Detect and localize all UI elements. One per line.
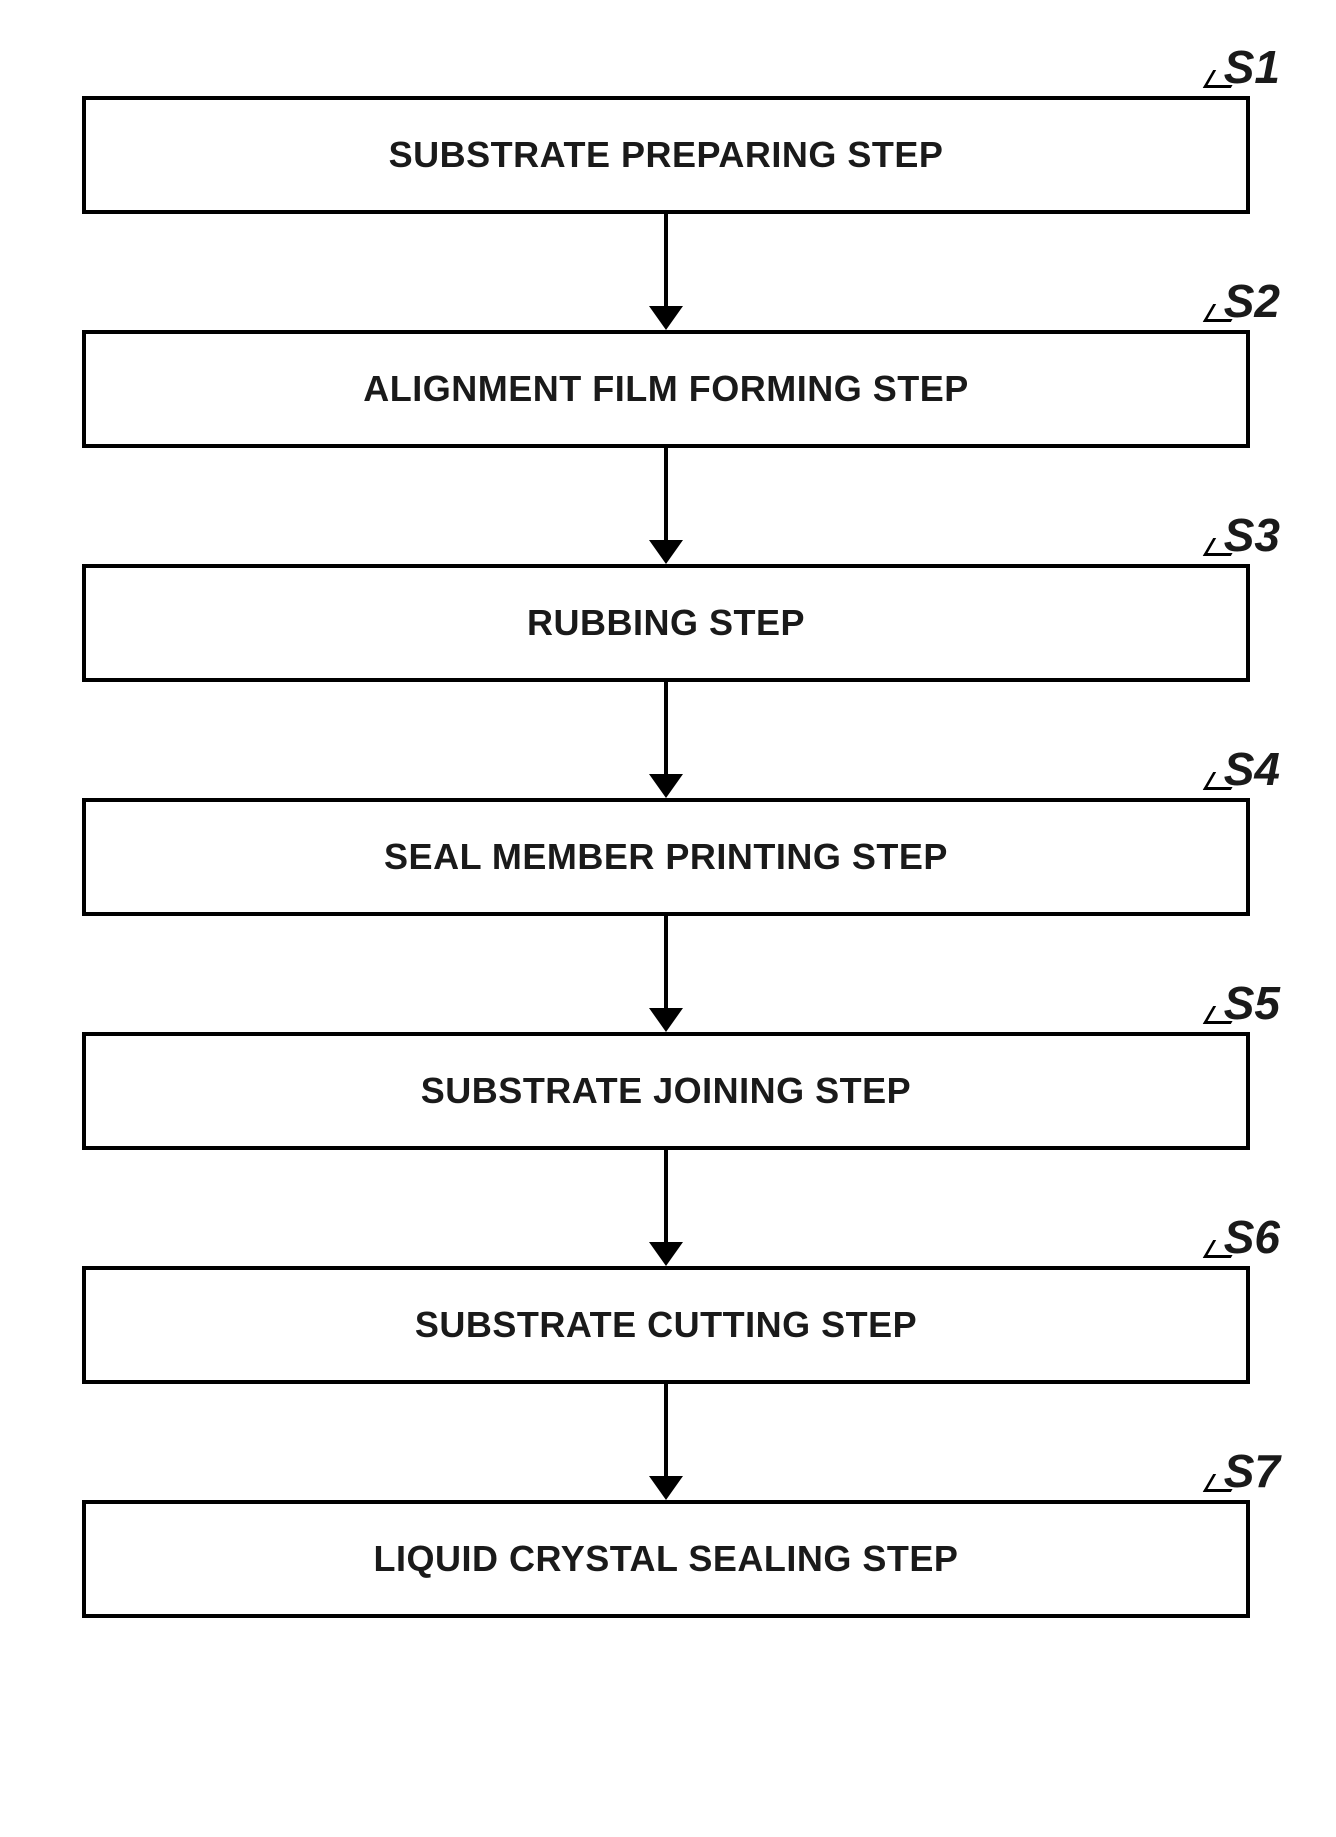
step-text-s3: RUBBING STEP: [527, 602, 805, 644]
arrow-s3-s4: [649, 682, 683, 798]
flowchart-canvas: S1 SUBSTRATE PREPARING STEP S2 ALIGNMENT…: [0, 0, 1336, 1837]
step-box-s3: RUBBING STEP: [82, 564, 1250, 682]
arrow-s6-s7: [649, 1384, 683, 1500]
step-label-s6: S6: [1224, 1210, 1280, 1264]
step-text-s6: SUBSTRATE CUTTING STEP: [415, 1304, 917, 1346]
step-label-s1: S1: [1224, 40, 1280, 94]
step-box-s2: ALIGNMENT FILM FORMING STEP: [82, 330, 1250, 448]
step-text-s1: SUBSTRATE PREPARING STEP: [389, 134, 944, 176]
step-label-s4: S4: [1224, 742, 1280, 796]
step-text-s7: LIQUID CRYSTAL SEALING STEP: [374, 1538, 959, 1580]
step-box-s4: SEAL MEMBER PRINTING STEP: [82, 798, 1250, 916]
step-box-s5: SUBSTRATE JOINING STEP: [82, 1032, 1250, 1150]
step-text-s4: SEAL MEMBER PRINTING STEP: [384, 836, 948, 878]
step-box-s1: SUBSTRATE PREPARING STEP: [82, 96, 1250, 214]
arrow-s5-s6: [649, 1150, 683, 1266]
arrow-s4-s5: [649, 916, 683, 1032]
step-box-s7: LIQUID CRYSTAL SEALING STEP: [82, 1500, 1250, 1618]
arrow-s1-s2: [649, 214, 683, 330]
step-label-s3: S3: [1224, 508, 1280, 562]
step-label-s5: S5: [1224, 976, 1280, 1030]
step-text-s2: ALIGNMENT FILM FORMING STEP: [363, 368, 968, 410]
arrow-s2-s3: [649, 448, 683, 564]
step-box-s6: SUBSTRATE CUTTING STEP: [82, 1266, 1250, 1384]
step-label-s7: S7: [1224, 1444, 1280, 1498]
step-text-s5: SUBSTRATE JOINING STEP: [421, 1070, 911, 1112]
step-label-s2: S2: [1224, 274, 1280, 328]
